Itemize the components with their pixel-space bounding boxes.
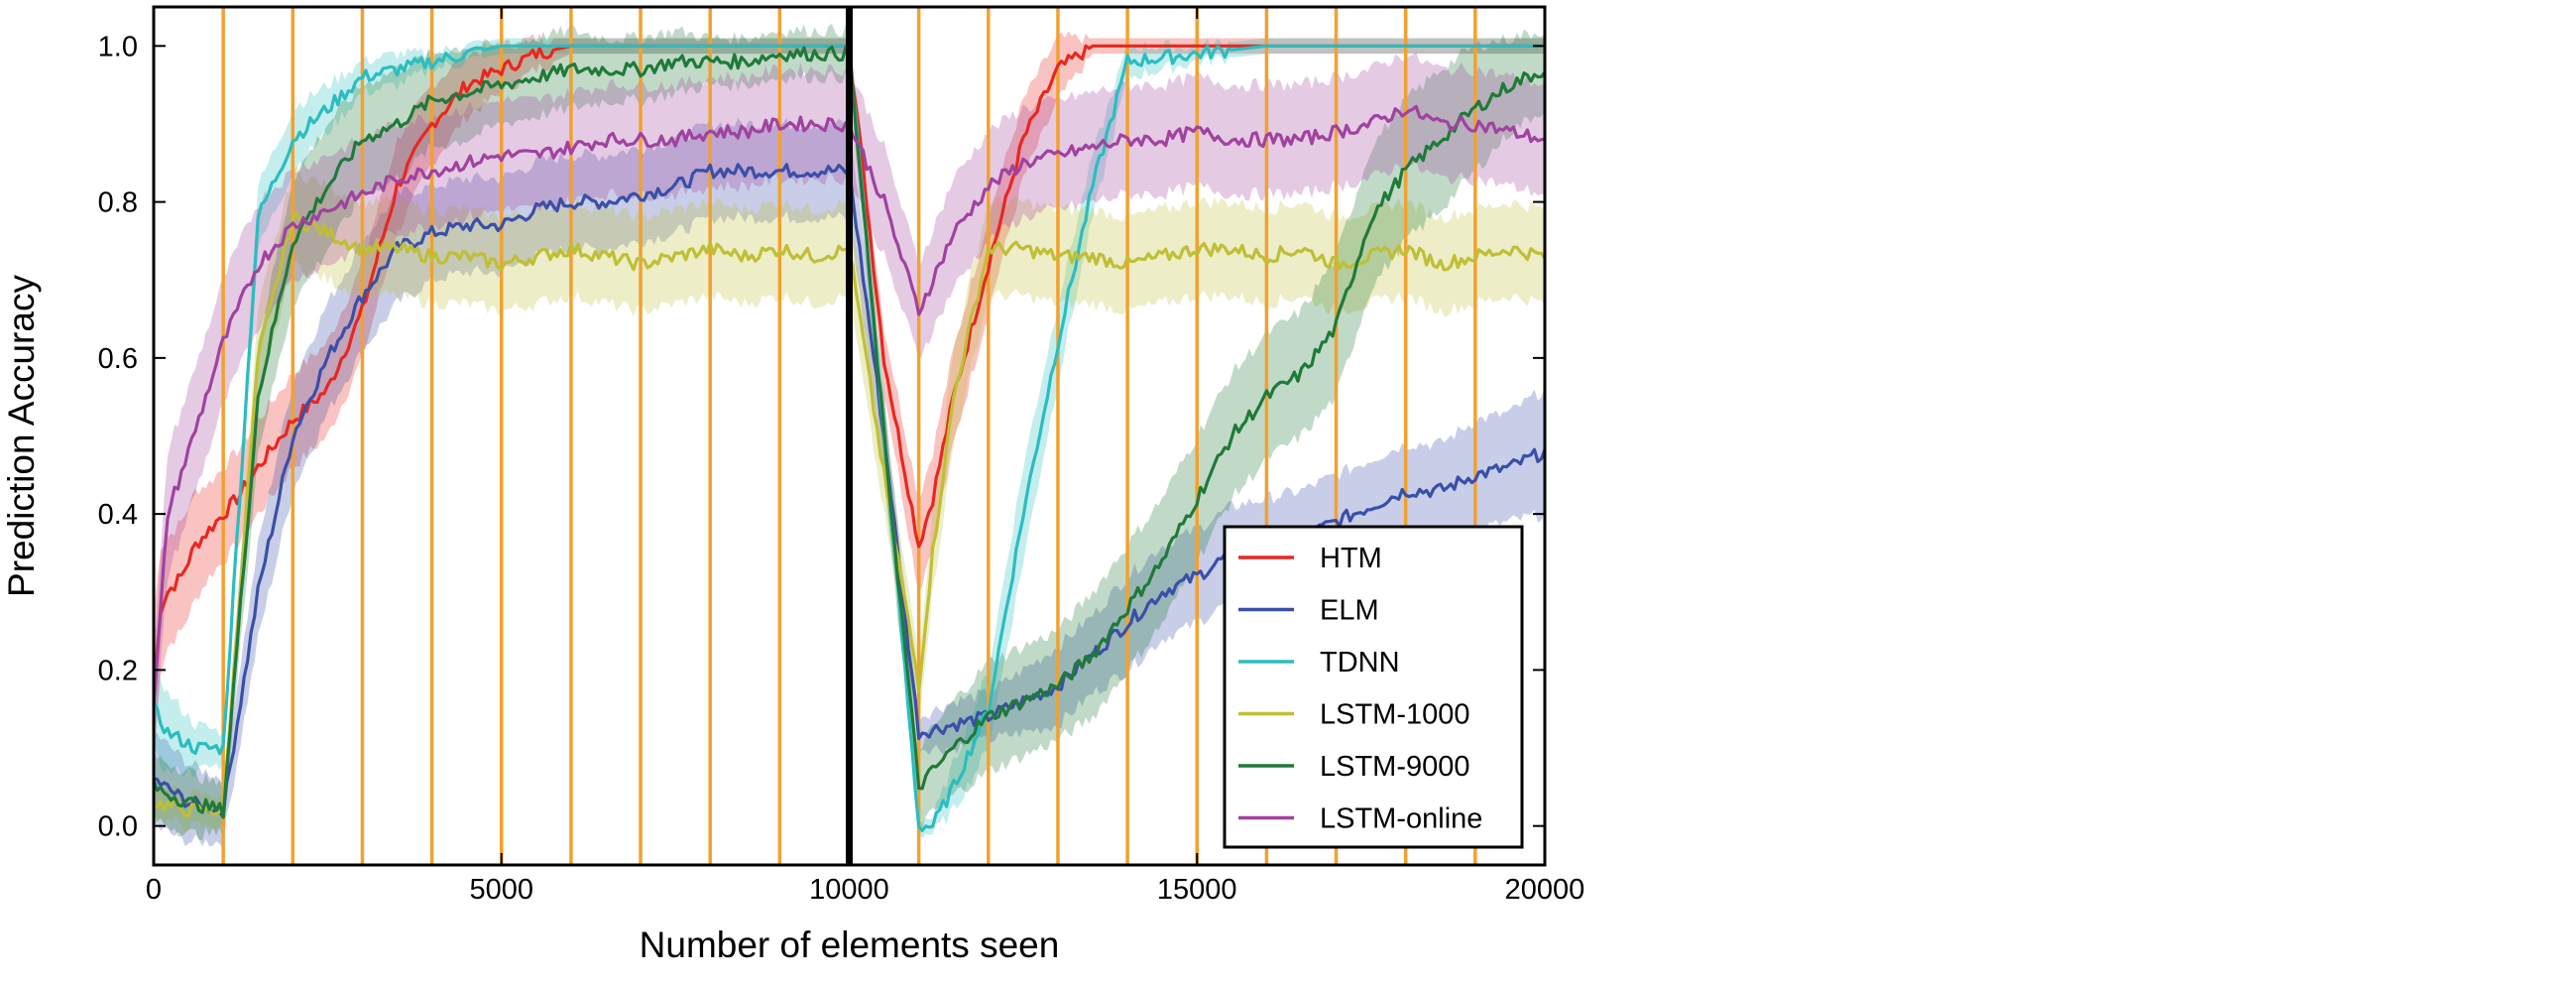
y-tick-label: 0.0 [98, 811, 138, 843]
x-tick-label: 10000 [809, 874, 889, 906]
y-tick-label: 0.2 [98, 655, 138, 686]
legend-label-elm: ELM [1320, 595, 1379, 627]
legend-label-lstm-1000: LSTM-1000 [1320, 699, 1470, 731]
x-tick-label: 15000 [1157, 874, 1237, 906]
legend-box [1223, 525, 1524, 849]
legend-label-tdnn: TDNN [1320, 647, 1400, 678]
legend-label-lstm-9000: LSTM-9000 [1320, 751, 1470, 783]
x-tick-label: 20000 [1505, 874, 1585, 906]
y-tick-label: 1.0 [98, 31, 138, 62]
x-tick-label: 0 [146, 874, 162, 906]
axis-ticks: 0 5000 10000 15000 20000 0.0 0.2 0.4 0.6 0.8 1.0 [98, 7, 1585, 906]
y-tick-label: 0.8 [98, 187, 138, 219]
legend-label-htm: HTM [1320, 543, 1382, 574]
y-tick-label: 0.4 [98, 499, 138, 531]
y-tick-label: 0.6 [98, 343, 138, 375]
x-axis-label: Number of elements seen [640, 924, 1060, 965]
legend-label-lstm-online: LSTM-online [1320, 803, 1482, 835]
y-axis-label: Prediction Accuracy [1, 275, 42, 597]
legend: HTM ELM TDNN LSTM-1000 LSTM-9000 LSTM-online [1223, 525, 1524, 849]
x-tick-label: 5000 [469, 874, 533, 906]
